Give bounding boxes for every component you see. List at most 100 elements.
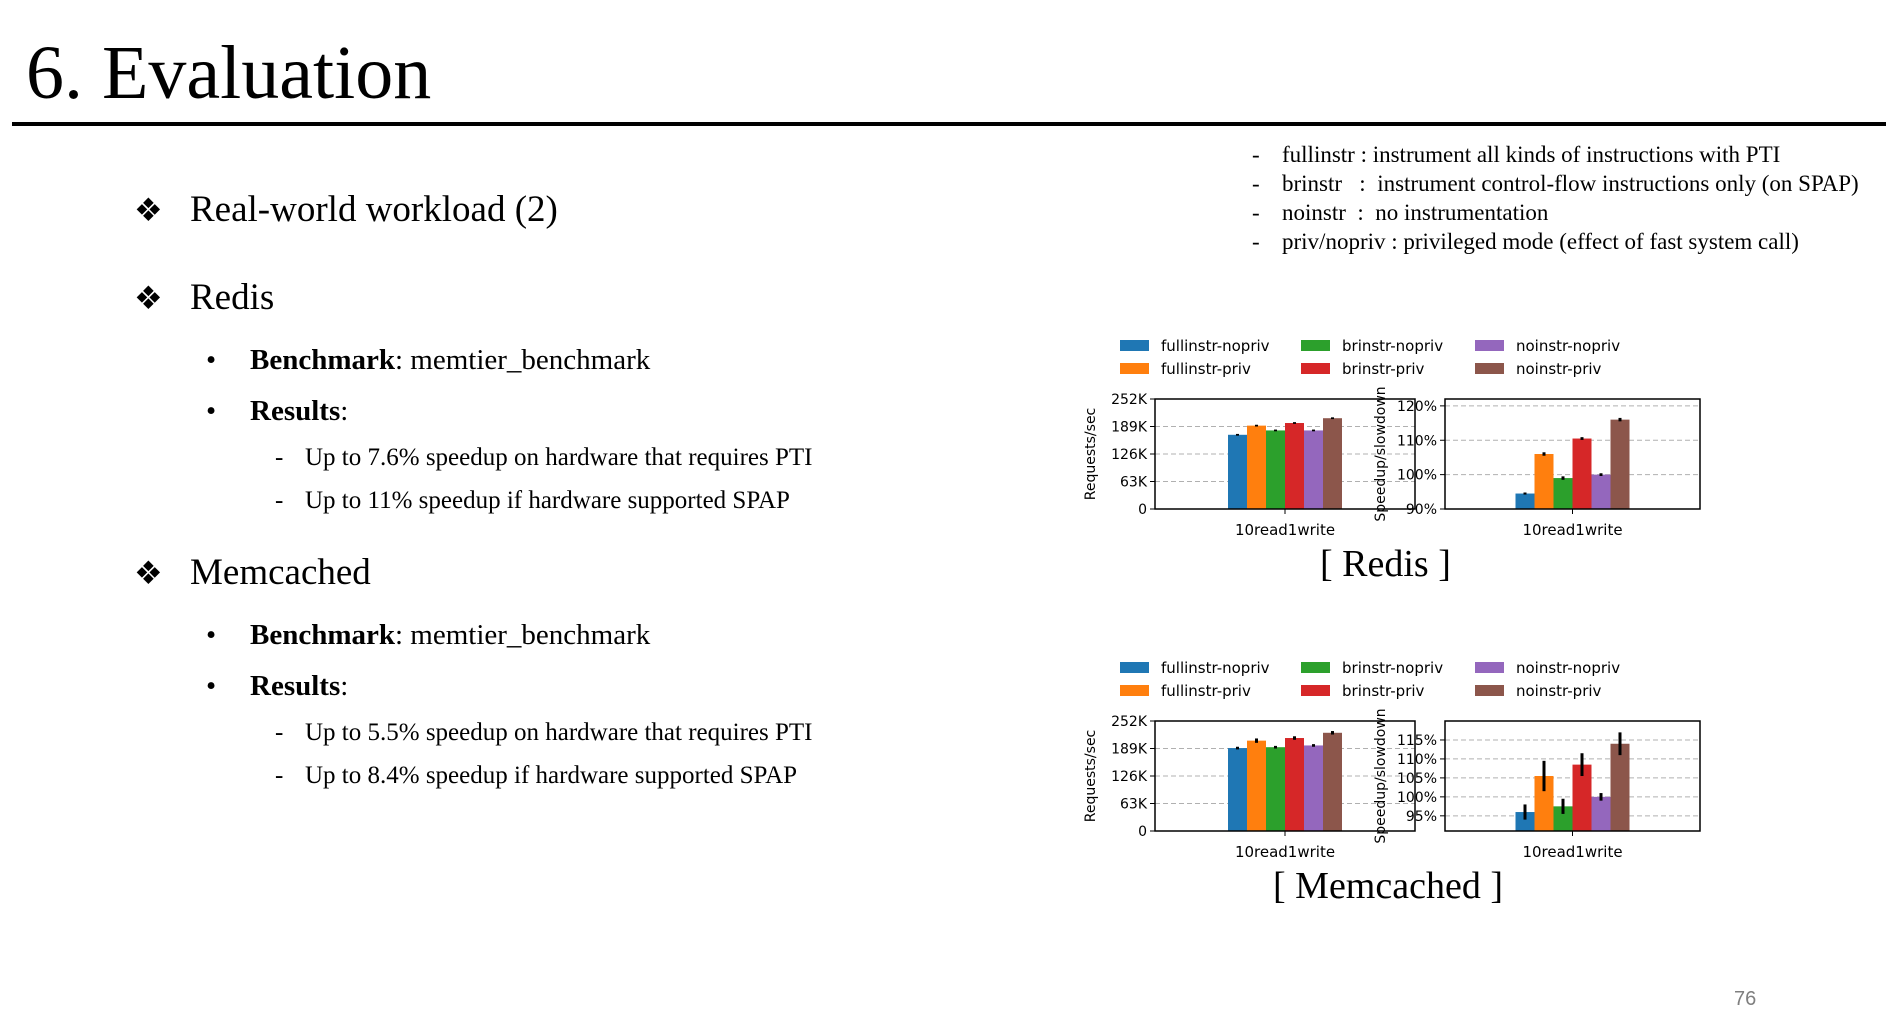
dash-bullet-icon: - [275, 444, 284, 471]
y-tick-label: 95% [1406, 809, 1437, 825]
y-tick-label: 252K [1111, 714, 1148, 730]
y-tick-label: 120% [1397, 399, 1437, 415]
legend-swatch-noinstr-priv [1475, 363, 1504, 374]
bar-brinstr-nopriv [1266, 747, 1285, 831]
dash-bullet-icon: - [1252, 171, 1260, 196]
legend-swatch-noinstr-nopriv [1475, 340, 1504, 351]
redis-result-item: - Up to 7.6% speedup on hardware that req… [275, 443, 813, 473]
legend-label-fullinstr-nopriv: fullinstr-nopriv [1161, 659, 1270, 677]
redis-caption: [ Redis ] [1320, 543, 1451, 585]
redis-benchmark-line: • Benchmark: memtier_benchmark [206, 343, 650, 377]
legend-swatch-fullinstr-nopriv [1120, 662, 1149, 673]
y-tick-label: 110% [1397, 433, 1437, 449]
legend-label-brinstr-priv: brinstr-priv [1342, 360, 1425, 378]
bar-brinstr-priv [1285, 423, 1304, 509]
dot-bullet-icon: • [206, 670, 217, 702]
result-text: Up to 8.4% speedup if hardware supported… [305, 762, 798, 789]
results-label: Results [250, 670, 341, 702]
benchmark-value: : memtier_benchmark [395, 344, 651, 376]
bar-brinstr-nopriv [1553, 478, 1573, 509]
y-tick-label: 63K [1120, 797, 1148, 813]
y-tick-label: 0 [1138, 824, 1147, 840]
legend-label-brinstr-priv: brinstr-priv [1342, 682, 1425, 700]
results-colon: : [340, 395, 349, 427]
bar-fullinstr-priv [1534, 454, 1554, 509]
dash-bullet-icon: - [275, 719, 284, 746]
memcached-result-item: - Up to 5.5% speedup on hardware that req… [275, 718, 813, 748]
memcached-chart: fullinstr-nopriv brinstr-nopriv noinstr-no… [1083, 659, 1701, 861]
note-row: - fullinstr : instrument all kinds of ins… [1252, 140, 1859, 169]
result-text: Up to 11% speedup if hardware supported … [305, 487, 790, 514]
bar-fullinstr-nopriv [1228, 434, 1247, 509]
legend-swatch-fullinstr-priv [1120, 685, 1149, 696]
dash-bullet-icon: - [1252, 200, 1260, 225]
legend-swatch-brinstr-nopriv [1301, 662, 1330, 673]
bar-noinstr-nopriv [1591, 796, 1611, 831]
bar-fullinstr-priv [1534, 776, 1554, 831]
bar-noinstr-nopriv [1591, 474, 1611, 509]
bar-fullinstr-priv [1247, 425, 1266, 509]
y-tick-label: 100% [1397, 468, 1437, 484]
bar-fullinstr-nopriv [1228, 748, 1247, 831]
note-row: - priv/nopriv : privileged mode (effect o… [1252, 227, 1859, 256]
dot-bullet-icon: • [206, 619, 217, 651]
x-tick-label: 10read1write [1235, 843, 1335, 861]
legend-swatch-noinstr-nopriv [1475, 662, 1504, 673]
bullet-real-world-workload: ❖ Real-world workload (2) [134, 188, 558, 232]
redis-chart: fullinstr-nopriv brinstr-nopriv noinstr-no… [1083, 337, 1701, 539]
legend-swatch-brinstr-priv [1301, 685, 1330, 696]
bar-fullinstr-priv [1247, 740, 1266, 831]
bullet-redis: ❖ Redis [134, 276, 274, 320]
y-axis-label: Requests/sec [1083, 730, 1099, 822]
note-text: noinstr : no instrumentation [1282, 200, 1549, 225]
bar-noinstr-priv [1323, 418, 1342, 509]
y-tick-label: 126K [1111, 447, 1148, 463]
bar-brinstr-nopriv [1266, 430, 1285, 509]
dash-bullet-icon: - [1252, 229, 1260, 254]
page-number: 76 [1734, 988, 1757, 1010]
bar-brinstr-priv [1572, 438, 1592, 509]
memcached-results-line: • Results: [206, 669, 348, 703]
bar-brinstr-nopriv [1553, 806, 1573, 831]
legend-label-fullinstr-nopriv: fullinstr-nopriv [1161, 337, 1270, 355]
dash-bullet-icon: - [1252, 142, 1260, 167]
note-row: - brinstr : instrument control-flow instr… [1252, 169, 1859, 198]
slide-title: 6. Evaluation [26, 31, 432, 115]
y-axis-label: Speedup/slowdown [1373, 708, 1389, 843]
bar-brinstr-priv [1572, 764, 1592, 831]
bar-noinstr-priv [1610, 419, 1630, 509]
bar-noinstr-priv [1323, 732, 1342, 831]
bullet-label: Memcached [190, 552, 371, 593]
memcached-result-item: - Up to 8.4% speedup if hardware supporte… [275, 761, 797, 791]
y-tick-label: 63K [1120, 475, 1148, 491]
y-axis-label: Requests/sec [1083, 408, 1099, 500]
diamond-bullet-icon: ❖ [134, 280, 163, 316]
y-tick-label: 126K [1111, 769, 1148, 785]
bullet-memcached: ❖ Memcached [134, 551, 371, 595]
legend-swatch-fullinstr-nopriv [1120, 340, 1149, 351]
benchmark-value: : memtier_benchmark [395, 619, 651, 651]
legend-label-brinstr-nopriv: brinstr-nopriv [1342, 659, 1443, 677]
bar-noinstr-nopriv [1304, 430, 1323, 509]
note-text: brinstr : instrument control-flow instru… [1282, 171, 1859, 196]
y-tick-label: 252K [1111, 392, 1148, 408]
note-text: priv/nopriv : privileged mode (effect of… [1282, 229, 1799, 254]
title-divider [12, 122, 1886, 126]
redis-results-line: • Results: [206, 394, 348, 428]
y-axis-label: Speedup/slowdown [1373, 386, 1389, 521]
legend-label-fullinstr-priv: fullinstr-priv [1161, 682, 1251, 700]
results-colon: : [340, 670, 349, 702]
bar-fullinstr-nopriv [1515, 493, 1535, 509]
legend-label-noinstr-nopriv: noinstr-nopriv [1516, 659, 1620, 677]
note-row: - noinstr : no instrumentation [1252, 198, 1859, 227]
memcached-caption: [ Memcached ] [1273, 865, 1503, 907]
bar-brinstr-priv [1285, 738, 1304, 831]
dot-bullet-icon: • [206, 395, 217, 427]
result-text: Up to 7.6% speedup on hardware that requ… [305, 444, 813, 471]
dot-bullet-icon: • [206, 344, 217, 376]
legend-label-brinstr-nopriv: brinstr-nopriv [1342, 337, 1443, 355]
result-text: Up to 5.5% speedup on hardware that requ… [305, 719, 813, 746]
y-tick-label: 189K [1111, 742, 1148, 758]
legend-label-noinstr-priv: noinstr-priv [1516, 682, 1602, 700]
benchmark-label: Benchmark [250, 344, 395, 376]
